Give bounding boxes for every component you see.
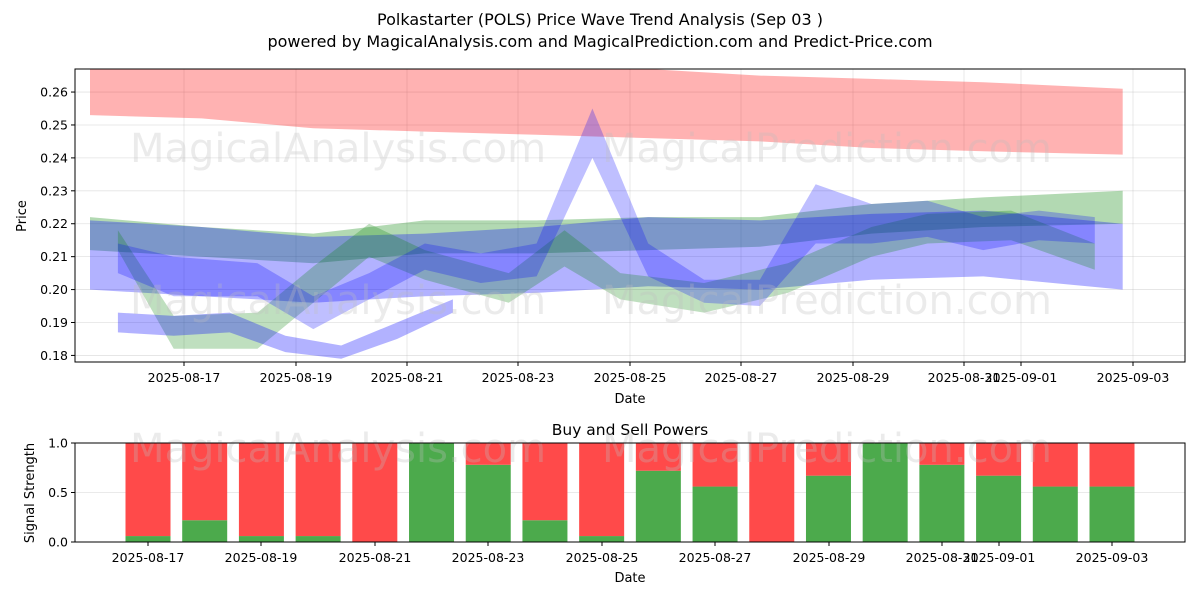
price-grid [75,69,1185,362]
price-y-ticks: 0.18 0.19 0.20 0.21 0.22 0.23 0.24 0.25 0.26 [40,85,75,363]
price-x-tick-label: 2025-08-29 [817,370,890,385]
sell-bar [295,443,341,537]
signal-chart: Buy and Sell Powers MagicalAnalysis.com … [23,421,1186,586]
signal-y-tick-label: 0.0 [48,535,68,550]
watermark-analysis-bottom: MagicalAnalysis.com [130,426,546,472]
price-x-label: Date [614,392,645,407]
sell-bar [182,443,228,521]
price-band-3 [117,210,1095,349]
signal-y-tick-label: 0.5 [48,485,68,500]
buy-bar [579,536,625,542]
price-y-tick-label: 0.20 [40,282,68,297]
watermark-analysis-top: MagicalAnalysis.com [130,126,546,172]
price-x-tick-label: 2025-08-31 [928,370,1001,385]
sell-bar [125,443,171,537]
sell-bar [635,443,681,471]
buy-bar [409,443,455,542]
price-chart: MagicalAnalysis.com MagicalPrediction.co… [15,68,1186,407]
price-y-tick-label: 0.24 [40,150,68,165]
price-x-tick-label: 2025-08-21 [371,370,444,385]
buy-bar [635,470,681,542]
price-x-tick-label: 2025-08-27 [705,370,778,385]
sell-bar [238,443,284,537]
signal-x-label: Date [614,571,645,586]
watermark-analysis-mid: MagicalAnalysis.com [130,278,546,324]
price-band-4 [117,108,1095,330]
price-band-1 [90,190,1123,264]
signal-x-tick-label: 2025-08-29 [793,550,866,565]
signal-x-tick-label: 2025-08-23 [452,550,525,565]
price-y-tick-label: 0.21 [40,249,68,264]
price-x-tick-label: 2025-09-03 [1097,370,1170,385]
price-band-5 [117,299,453,359]
signal-y-tick-label: 1.0 [48,436,68,451]
signal-y-ticks: 0.0 0.5 1.0 [48,436,75,550]
buy-bar [125,536,171,542]
sell-bar [352,443,398,542]
buy-bar [805,475,851,542]
buy-bar [1089,486,1135,542]
price-watermarks: MagicalAnalysis.com MagicalPrediction.co… [130,126,1052,324]
buy-bar [919,464,965,542]
price-band-2 [90,210,1123,303]
price-x-tick-label: 2025-09-01 [985,370,1058,385]
buy-bar [295,536,341,542]
signal-x-tick-label: 2025-08-17 [112,550,185,565]
buy-bar [238,536,284,542]
chart-title-line2: powered by MagicalAnalysis.com and Magic… [267,32,932,51]
price-series [90,69,1123,359]
signal-x-tick-label: 2025-09-03 [1076,550,1149,565]
signal-x-tick-label: 2025-08-19 [225,550,298,565]
price-y-tick-label: 0.23 [40,183,68,198]
price-x-tick-label: 2025-08-25 [594,370,667,385]
price-y-tick-label: 0.25 [40,117,68,132]
price-y-tick-label: 0.18 [40,348,68,363]
buy-bar [1032,486,1078,542]
signal-x-tick-label: 2025-08-25 [566,550,639,565]
price-x-tick-label: 2025-08-17 [148,370,221,385]
sell-bar [1032,443,1078,487]
price-y-tick-label: 0.26 [40,85,68,100]
watermark-prediction-top: MagicalPrediction.com [602,126,1052,172]
price-y-tick-label: 0.22 [40,216,68,231]
buy-bar [692,486,738,542]
chart-title-line1: Polkastarter (POLS) Price Wave Trend Ana… [377,10,823,29]
sell-bar [1089,443,1135,487]
buy-bar [465,464,511,542]
sell-bar [465,443,511,465]
signal-x-tick-label: 2025-09-01 [963,550,1036,565]
buy-bar [522,520,568,542]
price-x-ticks: 2025-08-17 2025-08-19 2025-08-21 2025-08-23… [148,362,1170,385]
signal-x-tick-label: 2025-08-31 [906,550,979,565]
price-x-tick-label: 2025-08-23 [482,370,555,385]
signal-y-label: Signal Strength [23,443,38,543]
signal-x-tick-label: 2025-08-27 [679,550,752,565]
price-x-tick-label: 2025-08-19 [260,370,333,385]
sell-bar [919,443,965,465]
sell-bar [749,443,795,542]
price-band-0 [90,69,1123,155]
price-y-label: Price [15,200,30,232]
signal-bars [125,443,1135,542]
signal-watermarks: MagicalAnalysis.com MagicalPrediction.co… [130,426,1052,472]
price-y-tick-label: 0.19 [40,315,68,330]
sell-bar [522,443,568,521]
sell-bar [805,443,851,476]
buy-bar [976,475,1022,542]
signal-x-ticks: 2025-08-17 2025-08-19 2025-08-21 2025-08-23… [112,542,1149,565]
watermark-prediction-bottom: MagicalPrediction.com [602,426,1052,472]
signal-chart-title: Buy and Sell Powers [552,421,709,439]
signal-x-tick-label: 2025-08-21 [339,550,412,565]
sell-bar [692,443,738,487]
sell-bar [579,443,625,537]
buy-bar [182,520,228,542]
sell-bar [976,443,1022,476]
buy-bar [862,443,908,542]
watermark-prediction-mid: MagicalPrediction.com [602,278,1052,324]
